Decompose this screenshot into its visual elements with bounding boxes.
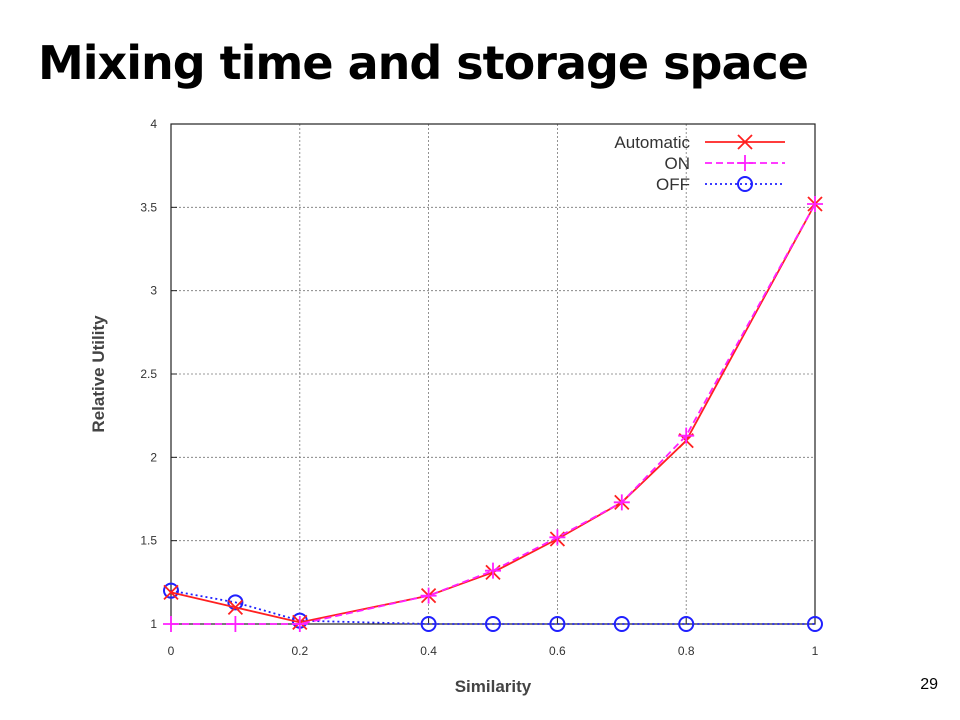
x-axis-label: Similarity [455,677,532,696]
series-layer [163,196,823,632]
data-point-on [807,196,823,212]
line-chart: 0 0.2 0.4 0.6 0.8 1 1 1.5 2 2.5 3 3.5 4 Automatic ON O… [89,117,823,696]
axis-ticks: 0 0.2 0.4 0.6 0.8 1 1 1.5 2 2.5 3 3.5 4 [140,117,818,658]
data-point-off [485,616,501,632]
series-line-off [170,589,815,625]
data-point-off [807,616,823,632]
data-point-on [163,616,179,632]
data-point-on [485,562,501,579]
data-point-on [291,616,308,632]
data-point-off [227,594,244,611]
x-tick-label: 0.6 [549,644,566,658]
y-tick-label: 2.5 [140,367,157,381]
series-line-on [171,203,816,625]
y-tick-label: 3.5 [140,200,157,214]
data-point-off [549,616,566,632]
y-tick-label: 3 [150,284,157,298]
legend-label-automatic: Automatic [614,133,690,152]
y-tick-label: 1.5 [140,534,157,548]
legend-label-off: OFF [656,175,690,194]
y-axis-label: Relative Utility [89,315,108,433]
legend-label-on: ON [665,154,691,173]
legend-marker-on [737,155,753,171]
data-point-on [227,616,244,632]
legend-marker-automatic [737,134,753,150]
y-tick-label: 1 [150,617,157,631]
data-point-off [420,616,437,632]
data-point-off [613,616,630,632]
series-on [163,196,823,632]
x-tick-label: 0.4 [420,644,437,658]
data-point-off [163,582,179,599]
y-tick-label: 2 [150,450,157,464]
chart-container: 0 0.2 0.4 0.6 0.8 1 1 1.5 2 2.5 3 3.5 4 Automatic ON O… [80,112,830,700]
x-tick-label: 1 [812,644,819,658]
data-point-on [420,587,437,604]
data-point-automatic [163,584,179,600]
slide-title: Mixing time and storage space [38,36,809,90]
data-point-off [678,616,695,632]
legend-marker-off [737,176,753,192]
x-tick-label: 0 [168,644,175,658]
y-tick-label: 4 [150,117,157,131]
page-number: 29 [920,676,938,693]
chart-grid [170,123,816,625]
data-point-on [678,427,695,444]
x-tick-label: 0.2 [291,644,308,658]
data-point-automatic [227,599,244,615]
chart-legend: Automatic ON OFF [614,133,785,194]
x-tick-label: 0.8 [678,644,695,658]
series-line-automatic [170,203,816,624]
data-point-on [549,529,566,546]
data-point-on [613,494,630,511]
